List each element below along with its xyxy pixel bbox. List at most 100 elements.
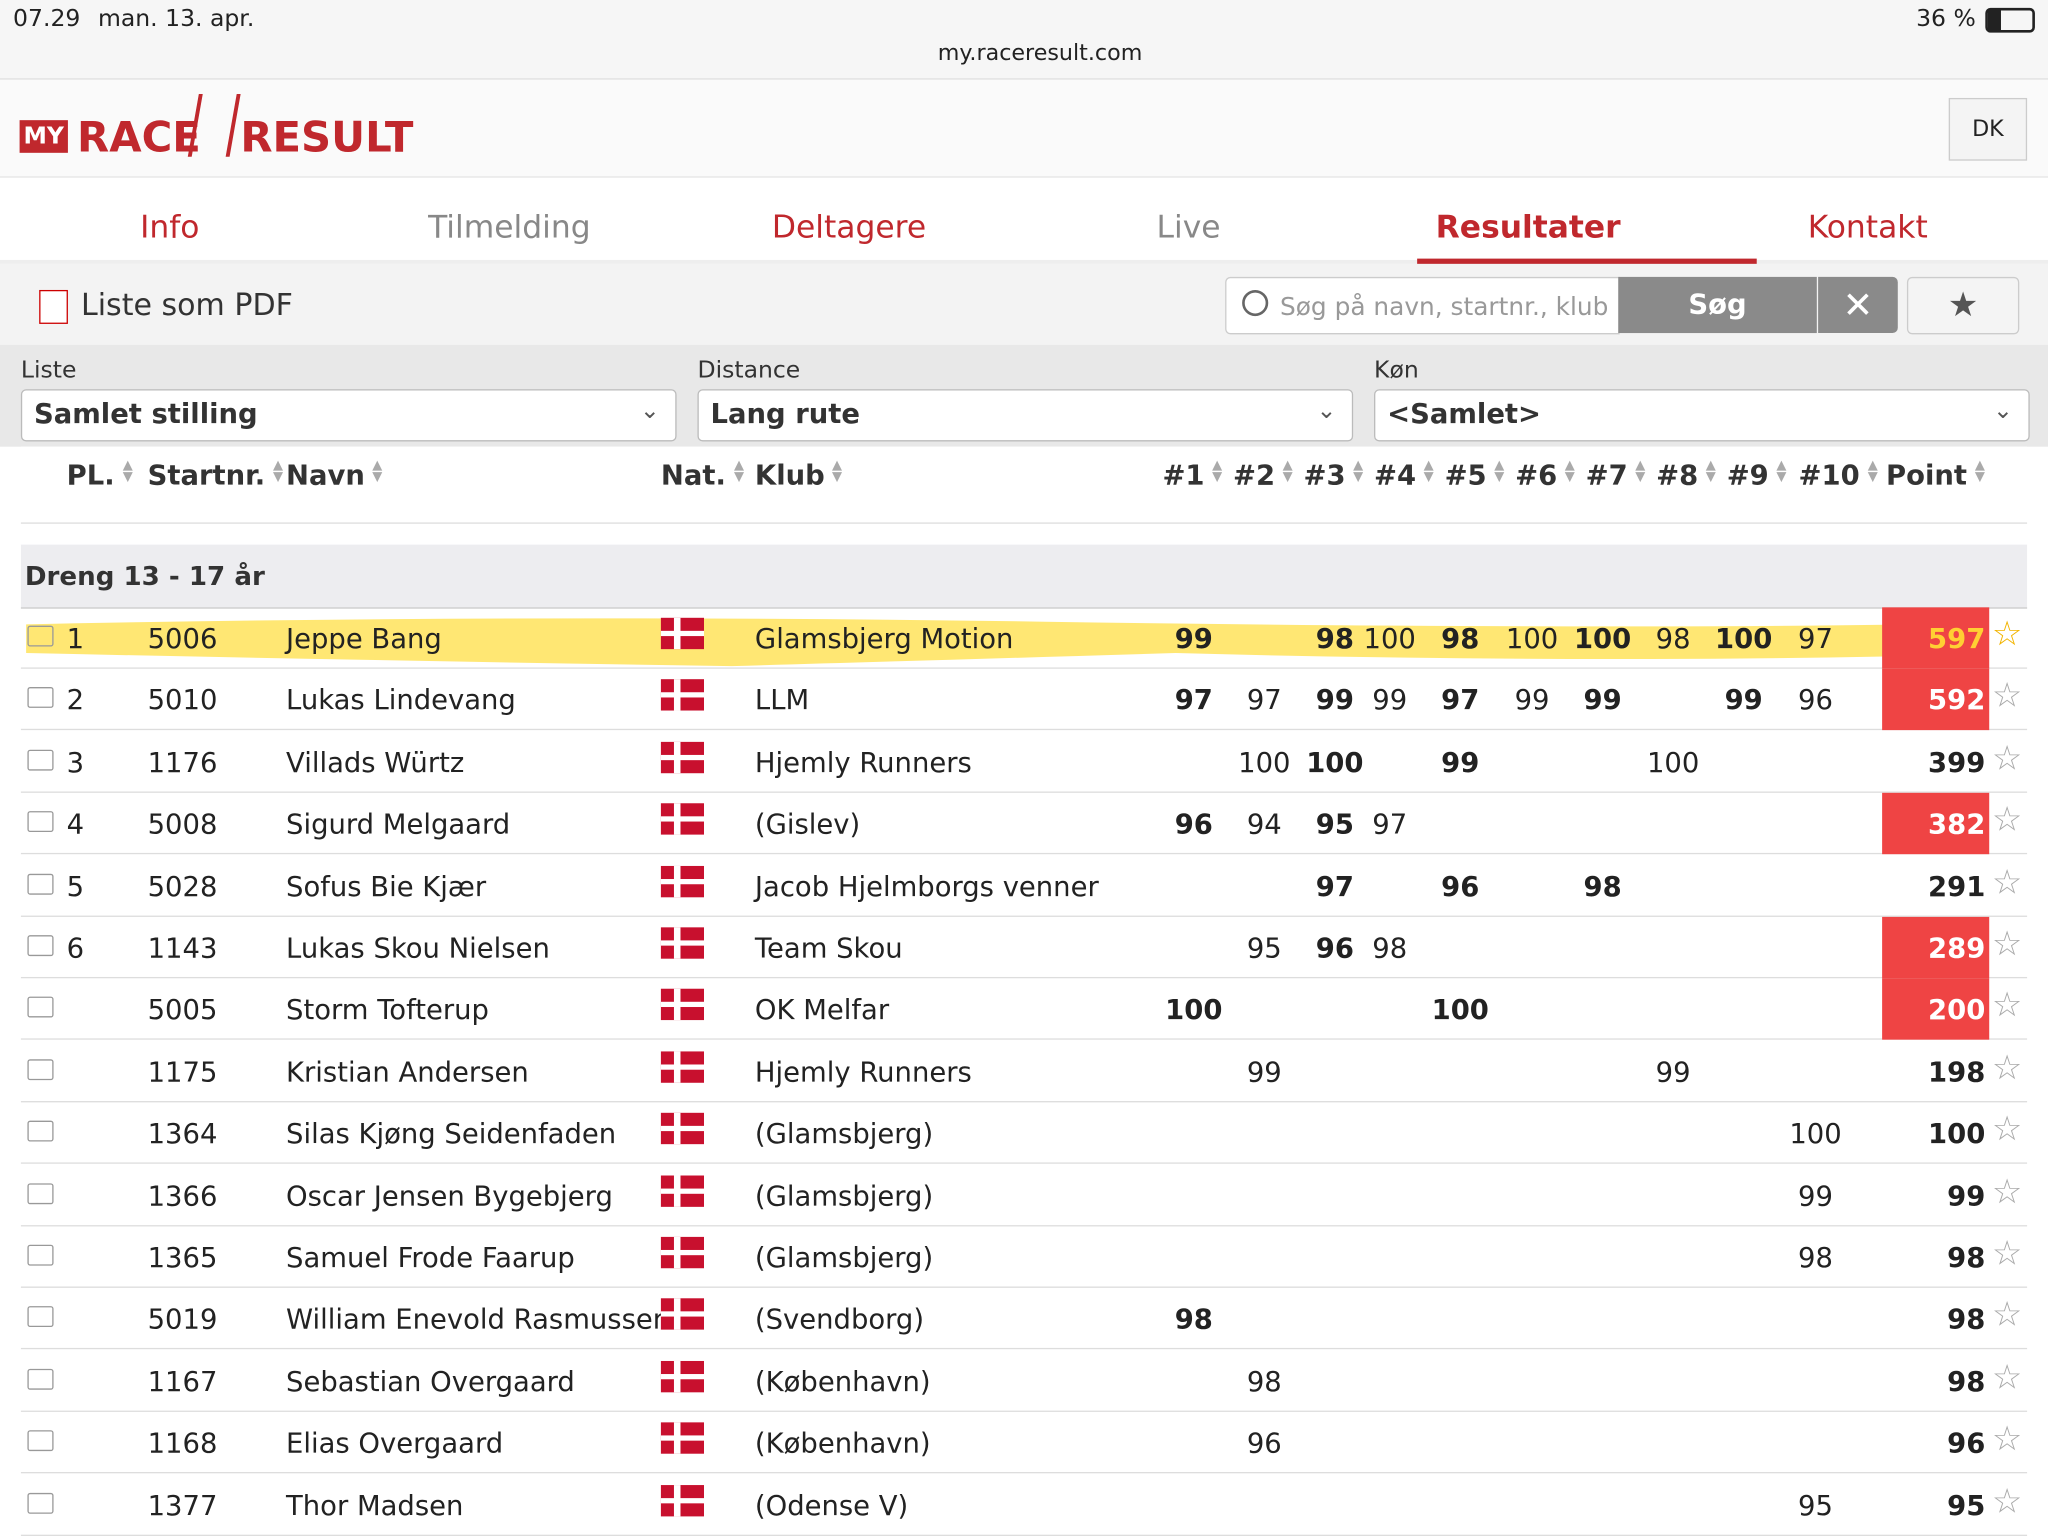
club: Team Skou: [754, 932, 903, 964]
column-header[interactable]: #7: [1585, 459, 1628, 492]
score: 98: [1441, 623, 1480, 655]
column-header[interactable]: Nat.: [660, 459, 726, 492]
tab[interactable]: Resultater: [1435, 208, 1621, 246]
star-toggle[interactable]: ☆: [1991, 924, 2023, 964]
column-header[interactable]: #2: [1232, 459, 1276, 492]
filter-select[interactable]: [697, 389, 1354, 442]
flag: [660, 1236, 704, 1269]
column-header[interactable]: #8: [1656, 459, 1699, 492]
star-toggle[interactable]: ☆: [1991, 677, 2023, 717]
column-header[interactable]: Point: [1886, 459, 1968, 492]
row-divider: [20, 1224, 2028, 1226]
flag: [660, 1174, 704, 1207]
bib: 5006: [147, 623, 218, 655]
star-toggle[interactable]: ☆: [1991, 862, 2023, 902]
column-header[interactable]: #5: [1444, 459, 1487, 492]
favorite-button[interactable]: ★: [1906, 276, 2020, 335]
name: Lukas Lindevang: [286, 684, 516, 717]
star-toggle[interactable]: ☆: [1991, 1358, 2023, 1398]
name: Lukas Skou Nielsen: [286, 932, 550, 964]
name: Sigurd Melgaard: [286, 808, 511, 841]
sort-arrows: ▲ ▼: [1282, 458, 1293, 485]
club: (Glamsbjerg): [754, 1180, 934, 1212]
score: 100: [1238, 746, 1291, 779]
header-bar: [0, 79, 2048, 178]
battery-text: 36 %: [1916, 5, 1976, 33]
comment-icon[interactable]: [27, 1430, 54, 1452]
points: 592: [1928, 684, 1986, 717]
club: (Gislev): [754, 808, 861, 841]
score: 98: [1246, 1365, 1282, 1398]
date: man. 13. apr.: [97, 5, 255, 33]
comment-icon[interactable]: [27, 625, 54, 647]
comment-icon[interactable]: [27, 1120, 54, 1142]
filter-select[interactable]: [1374, 389, 2030, 442]
column-header[interactable]: #3: [1303, 459, 1346, 492]
star-toggle[interactable]: ☆: [1991, 1481, 2023, 1522]
star-toggle[interactable]: ☆: [1991, 800, 2023, 841]
bib: 1143: [147, 932, 218, 964]
star-toggle[interactable]: ☆: [1991, 1110, 2023, 1150]
tab[interactable]: Info: [140, 208, 200, 246]
score: 100: [1573, 623, 1632, 655]
comment-icon[interactable]: [27, 1244, 54, 1266]
name: Jeppe Bang: [286, 623, 442, 655]
comment-icon[interactable]: [27, 997, 54, 1018]
sort-arrows: ▲ ▼: [1423, 458, 1434, 485]
tab[interactable]: Live: [1156, 208, 1221, 246]
score: 99: [1724, 684, 1763, 717]
column-header[interactable]: #6: [1515, 459, 1558, 492]
club: Hjemly Runners: [754, 746, 972, 779]
bib: 1365: [147, 1242, 218, 1274]
comment-icon[interactable]: [27, 1058, 54, 1080]
search-button[interactable]: Søg: [1618, 276, 1817, 334]
search-input[interactable]: [1225, 276, 1620, 335]
column-header[interactable]: #9: [1726, 459, 1769, 492]
flag-cross-h: [660, 692, 704, 698]
dropdown-arrow: ⌄: [1316, 397, 1337, 425]
comment-icon[interactable]: [27, 1368, 54, 1390]
battery-icon: [1985, 7, 2035, 33]
column-header[interactable]: #10: [1798, 459, 1860, 492]
comment-icon[interactable]: [27, 1306, 54, 1328]
tab[interactable]: Tilmelding: [428, 208, 591, 246]
row-divider: [20, 1286, 2028, 1288]
column-header[interactable]: #1: [1162, 459, 1205, 492]
time: 07.29: [13, 5, 81, 33]
points-cell: [1882, 916, 1990, 979]
comment-icon[interactable]: [27, 873, 54, 895]
bib: 1168: [147, 1427, 218, 1460]
star-toggle[interactable]: ☆: [1991, 738, 2023, 779]
comment-icon[interactable]: [27, 935, 54, 957]
comment-icon[interactable]: [27, 1182, 54, 1204]
flag: [660, 1051, 704, 1083]
column-header[interactable]: PL.: [66, 459, 115, 492]
star-toggle[interactable]: ☆: [1991, 1234, 2023, 1274]
tab[interactable]: Kontakt: [1807, 208, 1928, 246]
language-button[interactable]: DK: [1948, 97, 2028, 161]
comment-icon[interactable]: [27, 811, 54, 833]
star-toggle[interactable]: ☆: [1991, 1419, 2023, 1460]
star-toggle[interactable]: ☆: [1991, 1048, 2023, 1088]
sort-arrows: ▲ ▼: [1705, 458, 1716, 485]
star-toggle[interactable]: ☆: [1991, 615, 2023, 655]
tab[interactable]: Deltagere: [771, 208, 927, 246]
column-header[interactable]: #4: [1374, 459, 1417, 492]
flag-cross-h: [660, 878, 704, 884]
flag-cross-h: [660, 1126, 704, 1132]
logo-result: RESULT: [240, 112, 414, 162]
dropdown-arrow: ⌄: [1993, 397, 2013, 425]
filter-select[interactable]: [20, 389, 677, 442]
comment-icon[interactable]: [27, 749, 54, 771]
column-header[interactable]: Klub: [754, 459, 825, 492]
comment-icon[interactable]: [27, 687, 54, 709]
star-toggle[interactable]: ☆: [1991, 986, 2023, 1026]
clear-button[interactable]: ✕: [1818, 276, 1898, 334]
star-toggle[interactable]: ☆: [1991, 1296, 2023, 1336]
column-header[interactable]: Navn: [286, 459, 365, 492]
score: 99: [1514, 684, 1550, 717]
column-header[interactable]: Startnr.: [147, 459, 266, 492]
star-toggle[interactable]: ☆: [1991, 1172, 2023, 1212]
comment-icon[interactable]: [27, 1492, 54, 1514]
pdf-link[interactable]: Liste som PDF: [80, 288, 293, 323]
